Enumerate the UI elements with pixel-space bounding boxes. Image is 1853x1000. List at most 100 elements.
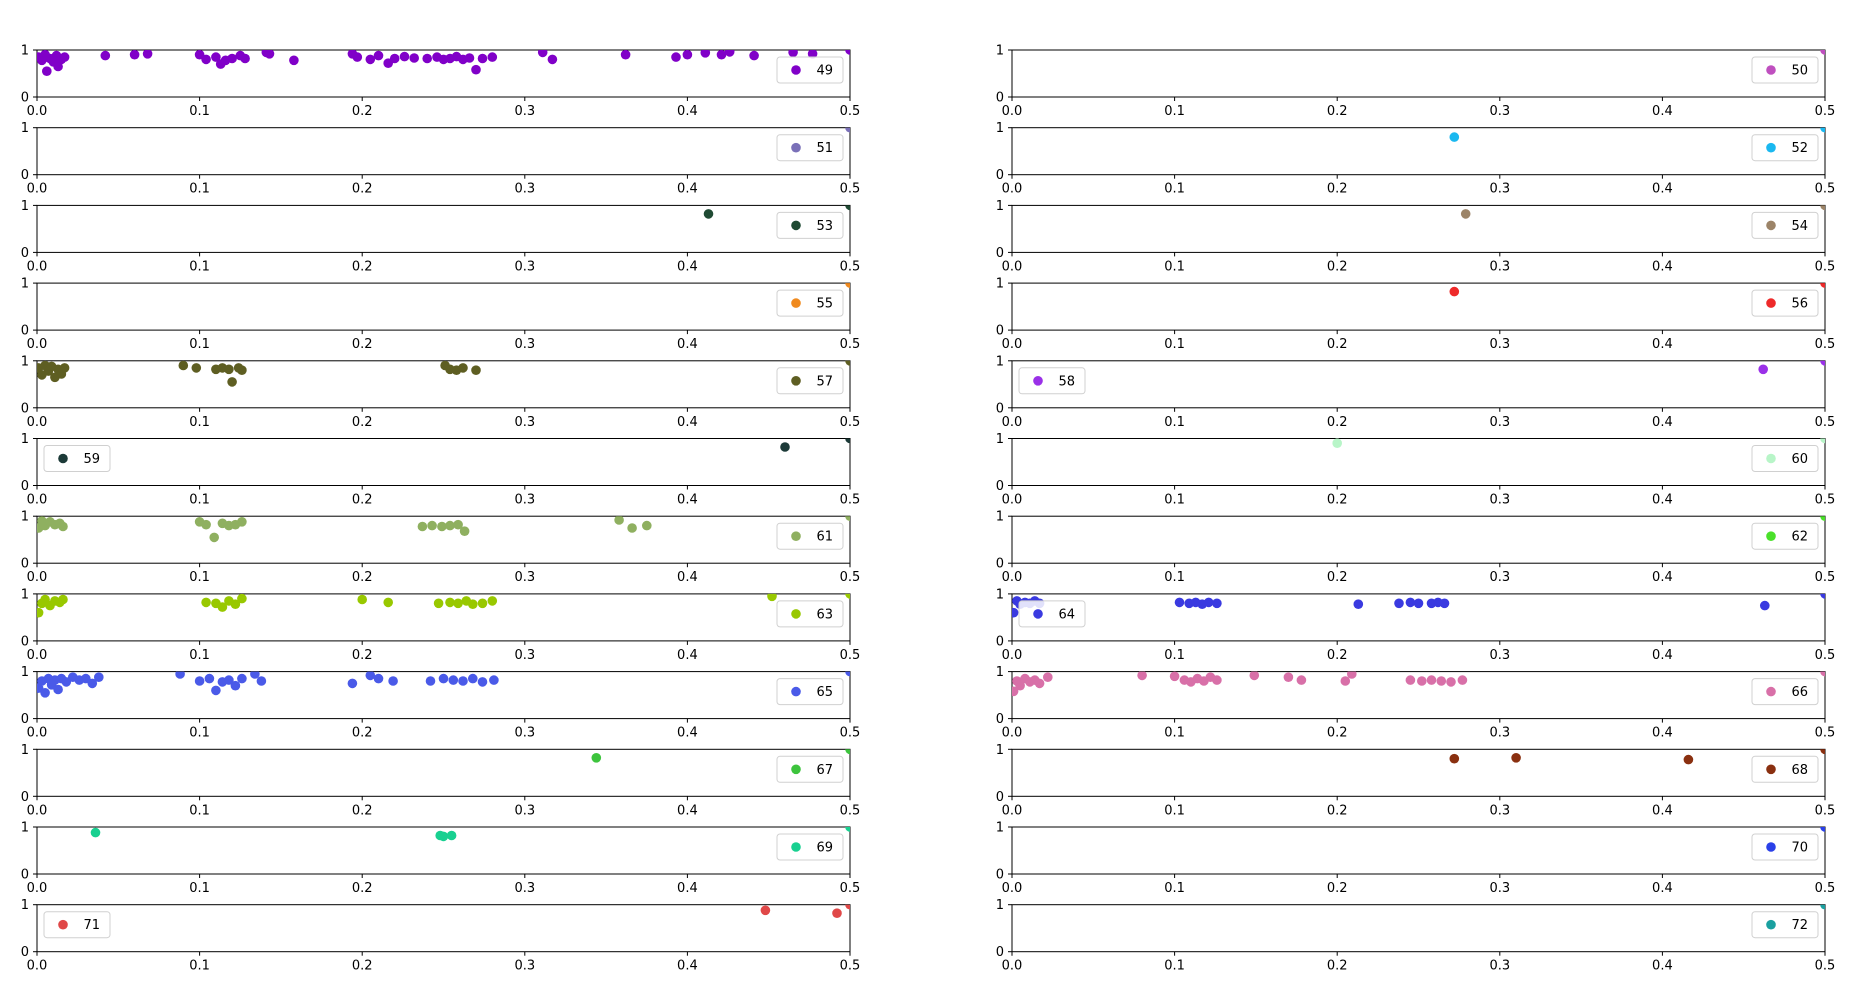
subplot-59: 0.0 0.1 0.2 0.3 0.4 0.5 0 1 59 (21, 432, 861, 508)
data-point (365, 671, 376, 681)
y-tick-label: 1 (21, 44, 29, 59)
legend: 56 (1751, 289, 1819, 317)
x-tick-label: 0.4 (677, 803, 698, 818)
axes-frame (1011, 748, 1826, 797)
series-70 (1820, 827, 1825, 832)
legend-marker (791, 65, 801, 75)
subplot-72: 0.0 0.1 0.2 0.3 0.4 0.5 0 1 72 (996, 898, 1836, 974)
axes-frame (36, 204, 851, 253)
x-tick-label: 0.0 (1002, 959, 1023, 974)
x-tick-label: 0.5 (840, 570, 861, 585)
data-point (1394, 598, 1404, 609)
x-tick-label: 0.1 (189, 337, 210, 352)
y-tick-label: 1 (996, 665, 1004, 680)
data-point (1449, 132, 1460, 142)
series-50 (1820, 50, 1825, 55)
x-tick-label: 0.3 (514, 803, 535, 818)
x-tick-label: 0.0 (1002, 337, 1023, 352)
data-point (194, 676, 205, 686)
legend-box (776, 833, 844, 861)
legend-label: 63 (816, 607, 833, 622)
subplot-70: 0.0 0.1 0.2 0.3 0.4 0.5 0 1 70 (996, 821, 1836, 897)
y-tick-label: 0 (21, 168, 29, 183)
data-point (448, 675, 459, 685)
data-point (760, 905, 771, 916)
data-point (256, 676, 267, 686)
x-tick-label: 0.0 (27, 104, 48, 119)
data-point (389, 53, 400, 64)
legend-label: 59 (83, 452, 100, 467)
axes-frame (36, 282, 851, 331)
legend: 63 (776, 600, 844, 628)
subplot-55: 0.0 0.1 0.2 0.3 0.4 0.5 0 1 55 (21, 277, 861, 353)
x-tick-label: 0.5 (840, 493, 861, 508)
axes-frame (36, 748, 851, 797)
data-point (383, 597, 394, 608)
x-tick-label: 0.3 (1489, 259, 1510, 274)
legend: 71 (43, 911, 111, 939)
legend-box (1751, 522, 1819, 550)
data-point (209, 532, 219, 543)
legend-marker (1766, 142, 1776, 153)
legend-marker (791, 142, 801, 153)
data-point (90, 827, 101, 838)
x-tick-label: 0.5 (1815, 726, 1836, 741)
x-tick-label: 0.4 (677, 104, 698, 119)
subplot-54: 0.0 0.1 0.2 0.3 0.4 0.5 0 1 54 (996, 199, 1836, 275)
data-point (175, 671, 185, 679)
legend-label: 70 (1791, 841, 1808, 856)
x-tick-label: 0.0 (27, 803, 48, 818)
data-point (845, 283, 850, 288)
data-point (1426, 675, 1437, 685)
data-point (347, 678, 358, 689)
legend-box (776, 211, 844, 239)
x-tick-label: 0.0 (27, 259, 48, 274)
data-point (388, 676, 398, 686)
legend-label: 72 (1791, 918, 1808, 933)
data-point (445, 597, 455, 608)
legend-label: 61 (816, 530, 833, 545)
legend-marker (1766, 453, 1776, 464)
data-point (425, 676, 436, 686)
data-point (1340, 676, 1351, 686)
legend-box (776, 600, 844, 628)
data-point (832, 908, 842, 918)
legend: 58 (1018, 367, 1086, 395)
data-point (1436, 676, 1447, 686)
data-point (1169, 671, 1180, 682)
x-tick-label: 0.4 (677, 337, 698, 352)
x-tick-label: 0.2 (1327, 881, 1348, 896)
x-tick-label: 0.5 (840, 337, 861, 352)
series-55 (845, 283, 850, 288)
legend: 52 (1751, 134, 1819, 162)
data-point (1820, 516, 1825, 521)
legend: 49 (776, 56, 844, 84)
y-tick-label: 1 (21, 510, 29, 525)
x-tick-label: 0.3 (514, 182, 535, 197)
x-tick-label: 0.0 (1002, 803, 1023, 818)
data-point (1283, 672, 1294, 682)
data-point (749, 50, 759, 61)
y-tick-label: 0 (996, 557, 1004, 572)
x-tick-label: 0.3 (514, 337, 535, 352)
data-point (845, 50, 850, 55)
subplot-51: 0.0 0.1 0.2 0.3 0.4 0.5 0 1 51 (21, 121, 861, 197)
data-point (845, 827, 850, 832)
legend-label: 55 (816, 297, 833, 312)
subplot-49: 0.0 0.1 0.2 0.3 0.4 0.5 0 1 49 (21, 44, 861, 120)
data-point (1015, 680, 1025, 691)
data-point (1413, 598, 1424, 609)
series-60 (1332, 438, 1825, 448)
data-point (487, 52, 498, 62)
y-tick-label: 0 (996, 712, 1004, 727)
axes-frame (36, 515, 851, 564)
legend-label: 58 (1058, 374, 1075, 389)
data-point (37, 607, 44, 618)
data-point (204, 673, 215, 684)
axes-frame (1011, 282, 1826, 331)
data-point (1511, 753, 1521, 763)
legend-box (43, 445, 111, 472)
data-point (591, 753, 602, 763)
data-point (250, 671, 260, 679)
axes-frame (36, 904, 851, 953)
